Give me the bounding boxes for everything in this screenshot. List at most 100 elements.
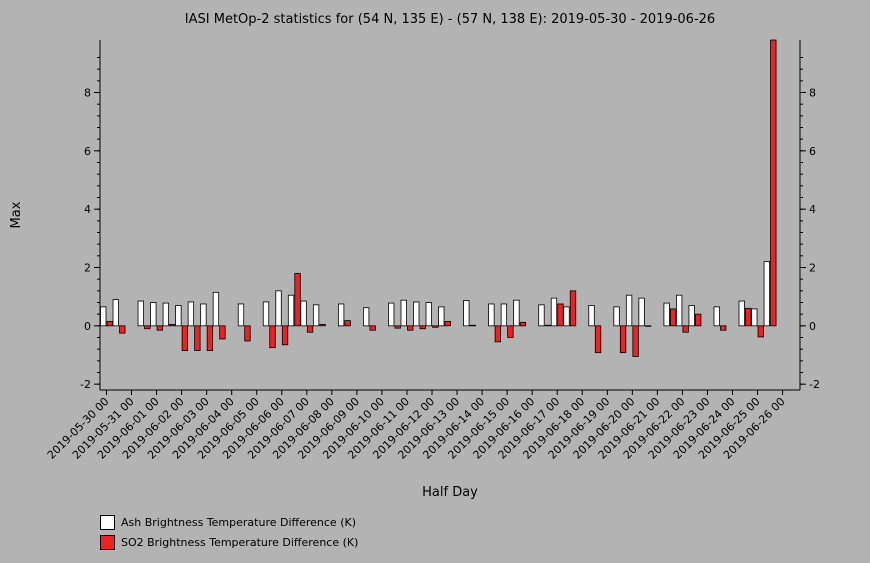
bar-ash — [137, 300, 144, 327]
bar-so2 — [469, 324, 476, 327]
bar-so2 — [569, 290, 577, 327]
bar-ash — [100, 306, 107, 327]
bar-so2 — [757, 325, 764, 338]
bar-ash — [275, 290, 282, 327]
bar-ash — [563, 306, 570, 327]
bar-ash — [513, 299, 520, 327]
bar-ash — [187, 301, 195, 327]
bar-so2 — [770, 39, 777, 327]
bar-ash — [550, 297, 558, 327]
y-tick-label-right: 8 — [809, 87, 816, 100]
bar-ash — [363, 307, 370, 327]
bar-so2 — [244, 325, 251, 342]
bar-so2 — [507, 325, 514, 338]
bar-ash — [413, 301, 420, 327]
bar-so2 — [281, 325, 289, 346]
y-tick-label: 2 — [84, 262, 91, 275]
bar-so2 — [294, 272, 301, 327]
legend: Ash Brightness Temperature Difference (K… — [100, 513, 358, 553]
bar-so2 — [156, 325, 163, 331]
bar-ash — [438, 306, 445, 327]
bar-so2 — [519, 321, 527, 327]
bar-ash — [400, 299, 407, 327]
bar-so2 — [181, 325, 189, 352]
bar-ash — [388, 302, 395, 327]
bar-so2 — [444, 321, 451, 327]
bar-ash — [262, 301, 270, 327]
bar-so2 — [594, 325, 602, 354]
bar-ash — [463, 300, 470, 327]
bar-so2 — [619, 325, 627, 354]
bar-so2 — [720, 325, 727, 331]
bar-so2 — [419, 325, 426, 330]
y-tick-label: 0 — [84, 320, 91, 333]
bar-ash — [300, 300, 307, 327]
legend-label-so2: SO2 Brightness Temperature Difference (K… — [121, 535, 359, 549]
bar-ash — [538, 304, 545, 327]
bar-so2 — [269, 325, 276, 349]
bar-so2 — [194, 325, 201, 352]
legend-label-ash: Ash Brightness Temperature Difference (K… — [121, 515, 356, 529]
bar-so2 — [369, 325, 376, 331]
bar-ash — [150, 302, 157, 327]
bar-ash — [625, 294, 633, 327]
bar-so2 — [644, 325, 652, 327]
bar-ash — [162, 302, 170, 327]
bar-ash — [763, 261, 770, 327]
bar-ash — [337, 303, 345, 327]
bar-ash — [175, 305, 182, 327]
y-axis-label: Max — [9, 201, 24, 228]
bar-ash — [613, 306, 620, 327]
bar-ash — [112, 299, 119, 327]
legend-swatch-so2 — [100, 534, 115, 550]
y-tick-label-right: -2 — [809, 378, 820, 391]
bar-ash — [212, 291, 220, 327]
bar-so2 — [344, 320, 351, 327]
bar-so2 — [544, 324, 552, 327]
bar-so2 — [494, 325, 502, 343]
legend-item-so2: SO2 Brightness Temperature Difference (K… — [100, 533, 358, 551]
bar-ash — [638, 297, 645, 327]
legend-item-ash: Ash Brightness Temperature Difference (K… — [100, 513, 358, 531]
bar-so2 — [144, 325, 151, 330]
y-tick-label: 4 — [84, 203, 91, 216]
y-tick-label-right: 0 — [809, 320, 816, 333]
bar-ash — [676, 294, 683, 327]
bar-so2 — [632, 325, 639, 357]
y-tick-label: -2 — [80, 378, 91, 391]
chart-title: IASI MetOp-2 statistics for (54 N, 135 E… — [185, 12, 715, 27]
bar-ash — [663, 302, 670, 327]
bar-so2 — [206, 325, 214, 352]
bar-so2 — [319, 323, 326, 327]
bar-ash — [237, 303, 245, 327]
bar-ash — [588, 305, 595, 327]
bar-ash — [500, 303, 508, 327]
legend-swatch-ash — [100, 514, 115, 530]
bar-ash — [688, 305, 695, 327]
y-tick-label: 6 — [84, 145, 91, 158]
bar-ash — [287, 294, 295, 327]
bar-so2 — [745, 307, 752, 327]
bar-ash — [488, 303, 495, 327]
y-tick-label-right: 4 — [809, 203, 816, 216]
bar-so2 — [119, 325, 126, 334]
bar-so2 — [670, 308, 677, 327]
bar-ash — [738, 300, 745, 327]
bar-so2 — [306, 325, 314, 333]
bar-so2 — [407, 325, 414, 331]
bar-so2 — [219, 325, 226, 340]
x-axis-label: Half Day — [422, 485, 478, 500]
bar-ash — [312, 304, 320, 327]
bar-ash — [713, 306, 720, 327]
bar-ash — [425, 302, 432, 327]
y-tick-label: 8 — [84, 87, 91, 100]
bar-ash — [200, 303, 207, 327]
bar-so2 — [682, 325, 689, 333]
bar-so2 — [394, 325, 401, 329]
bar-ash — [751, 308, 758, 327]
bar-so2 — [695, 313, 702, 327]
bar-so2 — [106, 321, 113, 327]
bar-so2 — [557, 303, 564, 327]
